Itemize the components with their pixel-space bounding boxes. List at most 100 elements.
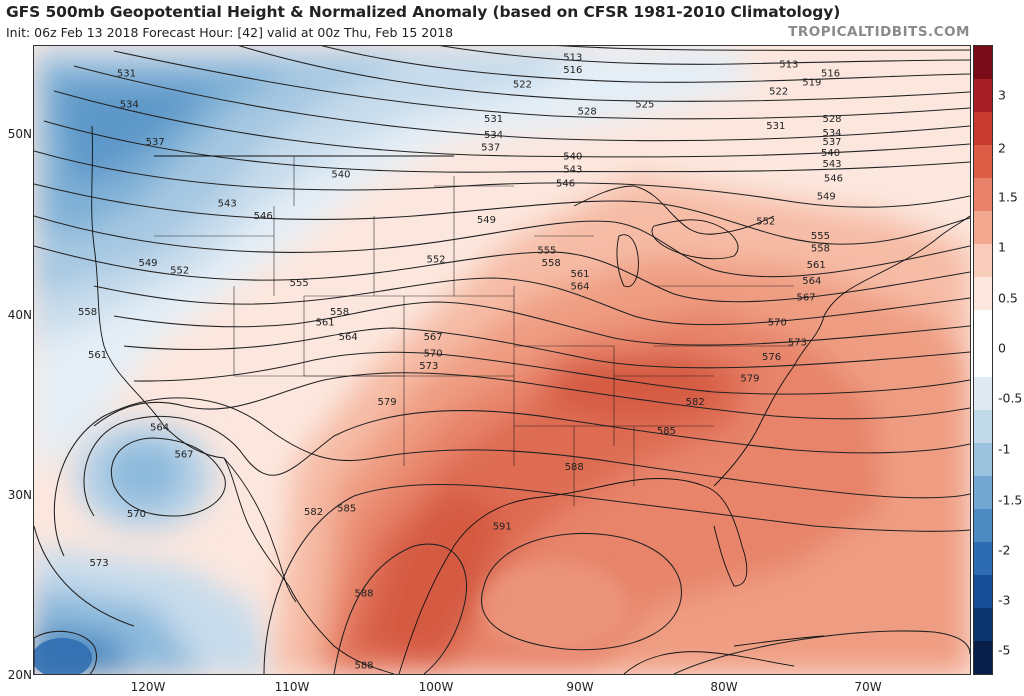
colorbar-segment [974,409,992,444]
colorbar-label-neg-5: -5 [998,642,1011,658]
contour-label: 543 [218,199,237,210]
anomaly-colorbar [973,45,993,675]
colorbar-segment [974,178,992,212]
contour-label: 567 [174,449,193,460]
coastlines [91,125,970,674]
colorbar-label-neg-1-5: -1.5 [998,492,1023,508]
contour-label: 531 [766,121,785,132]
colorbar-segment [974,46,992,80]
colorbar-label-neg-0-5: -0.5 [998,390,1023,406]
lon-label-110w: 110W [274,680,310,694]
contour-label: 546 [824,173,843,184]
contour-label: 582 [304,507,323,518]
state-borders [154,156,794,506]
map-panel: 513 516 522 525 528 531 534 537 540 543 546 549 552 5… [33,45,971,675]
gulf-high-anomaly [479,561,629,651]
colorbar-label-2: 2 [998,140,1006,156]
colorbar-segment [974,442,992,477]
colorbar-segment [974,211,992,245]
contour-label: 570 [768,318,787,329]
colorbar-segment [974,112,992,146]
contour-label: 552 [426,255,445,266]
contour-label: 534 [822,128,841,139]
colorbar-label-neg-3: -3 [998,592,1011,608]
contour-label: 516 [563,65,582,76]
contour-label: 561 [316,318,335,329]
contour-label: 564 [802,276,821,287]
colorbar-label-1: 1 [998,239,1006,255]
colorbar-segment [974,343,992,378]
lat-label-20n: 20N [7,668,32,682]
contour-label: 588 [354,661,373,672]
colorbar-segment [974,310,992,344]
lon-label-80w: 80W [710,680,738,694]
colorbar-segment [974,145,992,179]
contour-label: 513 [563,52,582,63]
contour-label: 528 [822,114,841,125]
contour-label: 528 [578,107,597,118]
contour-label: 540 [821,148,840,159]
contour-label: 570 [127,509,146,520]
colorbar-label-0: 0 [998,340,1006,356]
contour-label: 552 [170,265,189,276]
contour-label: 540 [563,152,582,163]
colorbar-segment [974,475,992,510]
contour-label: 567 [797,292,816,303]
colorbar-segment [974,541,992,576]
contour-label: 573 [788,338,807,349]
contour-label: 513 [779,60,798,71]
contour-label: 588 [565,462,584,473]
brand-watermark: TROPICALTIDBITS.COM [788,24,970,40]
contour-label: 555 [811,231,830,242]
colorbar-label-neg-1: -1 [998,441,1011,457]
contour-label: 519 [802,78,821,89]
contour-label: 585 [337,504,356,515]
forecast-info: Init: 06z Feb 13 2018 Forecast Hour: [42… [6,25,454,40]
contour-label: 582 [686,397,705,408]
contour-label: 546 [254,211,273,222]
contour-label: 558 [811,244,830,255]
contour-label: 585 [657,426,676,437]
lat-label-30n: 30N [7,488,32,502]
contour-label: 537 [481,143,500,154]
lon-label-100w: 100W [418,680,454,694]
contour-label: 543 [563,164,582,175]
strong-negative-core [34,638,92,674]
contour-label: 561 [570,269,589,280]
contour-label: 573 [89,558,108,569]
contour-label: 522 [513,79,532,90]
contour-label: 534 [484,130,503,141]
contour-label: 579 [740,374,759,385]
height-contours [34,46,970,674]
colorbar-label-0-5: 0.5 [998,290,1018,306]
map-canvas: 5135165225255285315345375405435465495525… [34,46,970,674]
lon-label-90w: 90W [566,680,594,694]
contour-label: 552 [756,217,775,228]
colorbar-segment [974,79,992,113]
contour-label: 549 [817,191,836,202]
contour-label: 549 [138,258,157,269]
contour-label: 558 [330,307,349,318]
contour-label: 564 [150,422,169,433]
contour-label: 537 [146,137,165,148]
contour-label: 555 [290,278,309,289]
lat-label-50n: 50N [7,127,32,141]
lat-label-40n: 40N [7,308,32,322]
colorbar-segment [974,508,992,543]
contour-label: 540 [331,170,350,181]
colorbar-segment [974,277,992,311]
contour-label: 534 [120,99,139,110]
contour-label: 522 [769,87,788,98]
lon-label-120w: 120W [130,680,166,694]
colorbar-segment [974,244,992,278]
colorbar-segment [974,607,992,642]
colorbar-label-1-5: 1.5 [998,189,1018,205]
contour-label: 558 [542,258,561,269]
map-title: GFS 500mb Geopotential Height & Normaliz… [6,3,841,21]
colorbar-segment [974,640,992,675]
contour-label: 531 [117,69,136,80]
colorbar-label-neg-2: -2 [998,542,1011,558]
contour-label: 573 [419,361,438,372]
contour-label: 579 [377,397,396,408]
contour-label: 567 [424,332,443,343]
